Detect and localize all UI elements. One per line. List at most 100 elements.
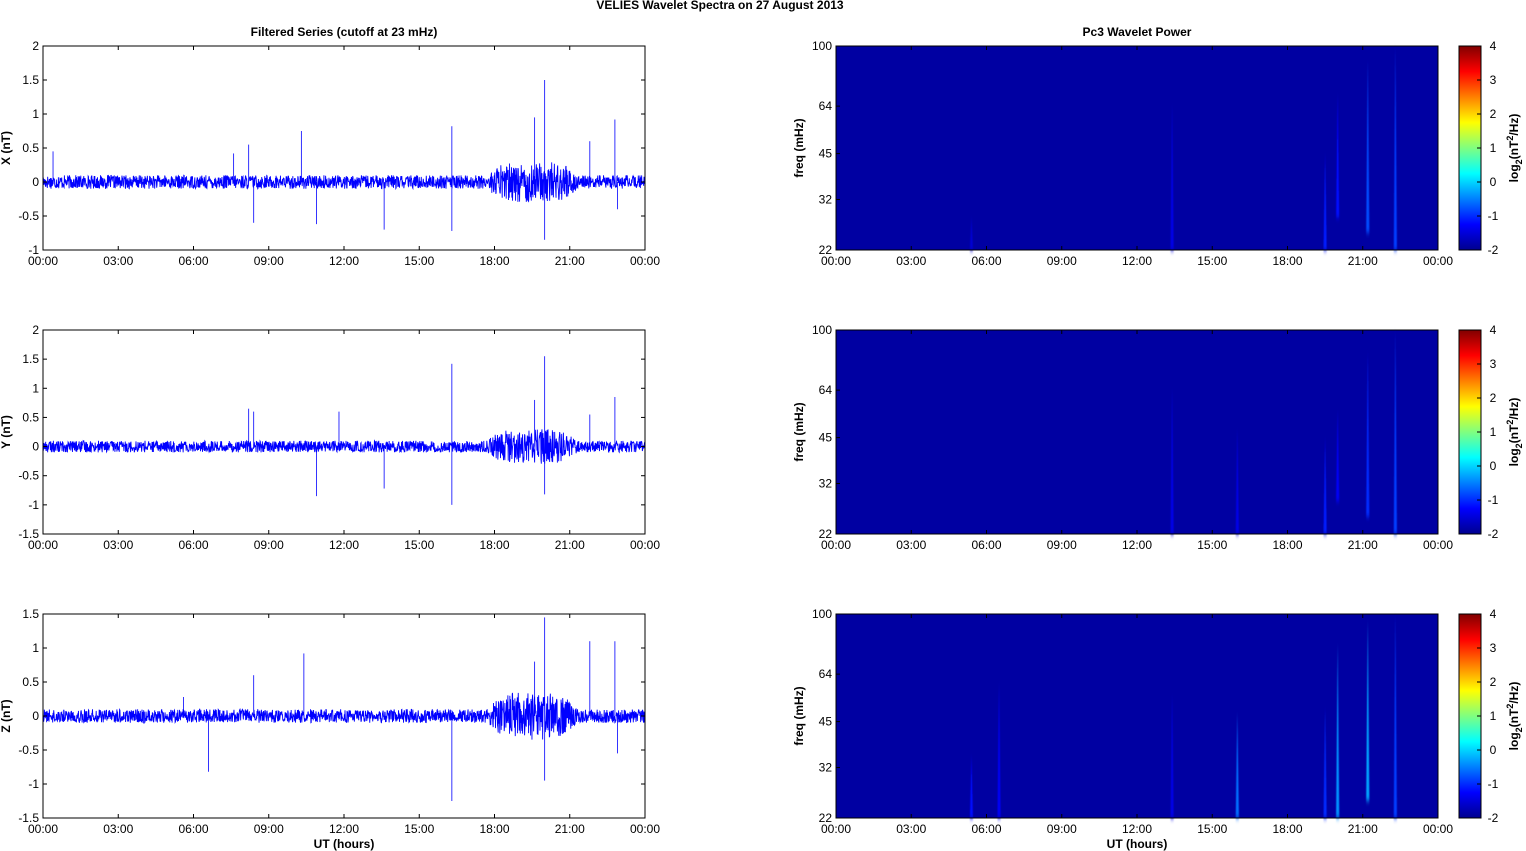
x-tick-label: 00:00 <box>821 822 851 836</box>
x-tick-label: 06:00 <box>178 822 208 836</box>
colorbar: -2 -1 0 1 2 3 4 log2(nT2/Hz) <box>1458 323 1524 541</box>
x-axis-label: UT (hours) <box>314 837 375 851</box>
x-tick-label: 00:00 <box>1423 822 1453 836</box>
y-tick-label: -1.5 <box>18 811 39 825</box>
x-tick-label: 00:00 <box>28 538 58 552</box>
heatmap-cell <box>1393 46 1397 250</box>
x-tick-label: 06:00 <box>971 254 1001 268</box>
colorbar-tick-label: 3 <box>1490 641 1497 655</box>
plot-area <box>43 46 645 250</box>
heatmap-cell <box>1393 330 1397 534</box>
colorbar-tick-label: 1 <box>1490 141 1497 155</box>
heatmap-cell <box>1235 428 1239 534</box>
y-tick-label: 45 <box>819 431 833 445</box>
colorbar-tick-label: -1 <box>1488 777 1499 791</box>
x-tick-label: 09:00 <box>254 538 284 552</box>
heatmap-events <box>969 614 1397 818</box>
y-tick-label: -1.5 <box>18 527 39 541</box>
x-tick-label: 21:00 <box>1348 822 1378 836</box>
heatmap-background <box>836 46 1438 250</box>
heatmap-cell <box>1366 620 1370 801</box>
x-axis-label: UT (hours) <box>1107 837 1168 851</box>
y-tick-label: 100 <box>812 607 832 621</box>
y-tick-label: -0.5 <box>18 209 39 223</box>
x-tick-label: 12:00 <box>1122 254 1152 268</box>
panel-title: Filtered Series (cutoff at 23 mHz) <box>251 25 438 39</box>
heatmap-cell <box>1170 694 1174 818</box>
y-tick-label: 22 <box>819 811 833 825</box>
colorbar-label: log2(nT2/Hz) <box>1505 682 1524 751</box>
y-tick-label: 1 <box>32 381 39 395</box>
x-tick-label: 06:00 <box>971 822 1001 836</box>
x-tick-label: 12:00 <box>329 822 359 836</box>
x-tick-label: 09:00 <box>1047 254 1077 268</box>
x-tick-label: 09:00 <box>1047 538 1077 552</box>
colorbar-tick-label: 0 <box>1490 459 1497 473</box>
colorbar-label: log2(nT2/Hz) <box>1505 398 1524 467</box>
y-tick-label: 64 <box>819 99 833 113</box>
colorbar-tick-label: 3 <box>1490 357 1497 371</box>
y-tick-label: 0 <box>32 175 39 189</box>
x-tick-label: 03:00 <box>103 538 133 552</box>
colorbar-tick-label: 4 <box>1490 39 1497 53</box>
y-tick-label: 0.5 <box>22 410 39 424</box>
heatmap-background <box>836 614 1438 818</box>
y-tick-label: 22 <box>819 527 833 541</box>
time-series-panel: -1.5 -1 -0.5 0 0.5 1 1.5 2 00:00 03:00 06:00 09:00 1… <box>0 323 660 552</box>
colorbar-tick-label: -2 <box>1488 527 1499 541</box>
x-tick-label: 09:00 <box>254 254 284 268</box>
heatmap-cell <box>1323 153 1327 250</box>
heatmap-cell <box>969 755 974 818</box>
x-tick-label: 09:00 <box>1047 822 1077 836</box>
colorbar-tick-label: 0 <box>1490 743 1497 757</box>
colorbar: -2 -1 0 1 2 3 4 log2(nT2/Hz) <box>1458 607 1524 825</box>
x-tick-label: 15:00 <box>1197 822 1227 836</box>
y-tick-label: -0.5 <box>18 469 39 483</box>
colorbar-tick-label: 1 <box>1490 709 1497 723</box>
colorbar-tick-label: -1 <box>1488 493 1499 507</box>
y-tick-label: 22 <box>819 243 833 257</box>
x-tick-label: 21:00 <box>555 254 585 268</box>
y-tick-label: 1.5 <box>22 607 39 621</box>
y-tick-label: 45 <box>819 147 833 161</box>
heatmap-cell <box>969 217 974 250</box>
x-tick-label: 03:00 <box>896 538 926 552</box>
colorbar-tick-label: 2 <box>1490 675 1497 689</box>
heatmap-cell <box>1366 60 1370 233</box>
y-tick-label: 64 <box>819 667 833 681</box>
x-tick-label: 18:00 <box>1272 538 1302 552</box>
heatmap-events <box>969 46 1397 250</box>
x-tick-label: 18:00 <box>1272 822 1302 836</box>
colorbar-label: log2(nT2/Hz) <box>1505 114 1524 183</box>
y-axis-label: X (nT) <box>0 131 13 165</box>
y-tick-label: 2 <box>32 39 39 53</box>
colorbar-tick-label: 1 <box>1490 425 1497 439</box>
y-axis-label: freq (mHz) <box>792 686 806 745</box>
x-tick-label: 00:00 <box>28 822 58 836</box>
y-tick-label: 100 <box>812 323 832 337</box>
x-tick-label: 18:00 <box>1272 254 1302 268</box>
y-tick-label: 1 <box>32 641 39 655</box>
x-tick-label: 03:00 <box>103 254 133 268</box>
y-tick-label: 45 <box>819 715 833 729</box>
heatmap-cell <box>1170 388 1174 534</box>
x-tick-label: 00:00 <box>630 538 660 552</box>
y-tick-label: 1.5 <box>22 352 39 366</box>
x-tick-label: 00:00 <box>821 538 851 552</box>
x-tick-label: 03:00 <box>896 822 926 836</box>
time-series-panel: -1 -0.5 0 0.5 1 1.5 2 00:00 03:00 06:00 09:00 12:00… <box>0 25 660 268</box>
colorbar-tick-label: 0 <box>1490 175 1497 189</box>
figure-title: VELIES Wavelet Spectra on 27 August 2013 <box>596 0 844 12</box>
x-tick-label: 00:00 <box>630 822 660 836</box>
x-tick-label: 12:00 <box>1122 538 1152 552</box>
y-axis-label: Y (nT) <box>0 415 13 449</box>
colorbar: -2 -1 0 1 2 3 4 log2(nT2/Hz) <box>1458 39 1524 257</box>
x-tick-label: 18:00 <box>479 254 509 268</box>
colorbar-tick-label: 2 <box>1490 391 1497 405</box>
heatmap-cell <box>1336 644 1340 818</box>
y-tick-label: 0 <box>32 440 39 454</box>
y-tick-label: 64 <box>819 383 833 397</box>
y-tick-label: 32 <box>819 761 833 775</box>
y-tick-label: -0.5 <box>18 743 39 757</box>
